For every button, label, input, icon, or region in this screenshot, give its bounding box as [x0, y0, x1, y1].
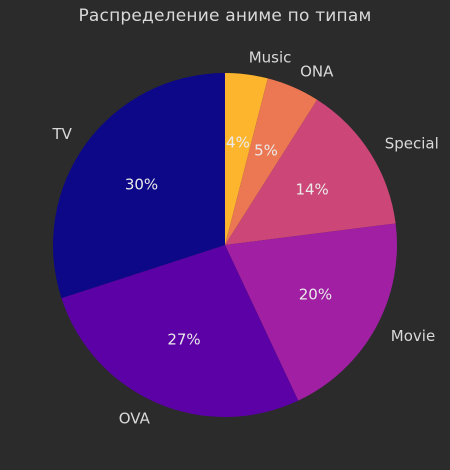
- pie-slice-tv: [53, 73, 226, 299]
- pie-percent-label-tv: 30%: [125, 175, 158, 193]
- pie-percent-label-music: 4%: [226, 134, 250, 152]
- pie-percent-label-ona: 5%: [254, 141, 278, 159]
- pie-category-label-ova: OVA: [119, 410, 151, 428]
- pie-slice-special: [225, 99, 396, 245]
- pie-percent-label-special: 14%: [295, 181, 328, 199]
- pie-labels: 4% Music 5% ONA 14% Special 20% Movie 27% OVA 30% T…: [51, 48, 438, 427]
- chart-title: Распределение аниме по типам: [78, 6, 372, 26]
- pie-percent-label-ova: 27%: [167, 331, 200, 349]
- pie-category-label-ona: ONA: [300, 62, 334, 80]
- pie-slice-music: [225, 73, 268, 245]
- pie-percent-label-movie: 20%: [299, 286, 332, 304]
- pie-category-label-tv: TV: [51, 125, 72, 143]
- pie-category-label-special: Special: [385, 135, 439, 153]
- pie-slice-ova: [61, 245, 299, 417]
- pie-slice-ona: [225, 78, 318, 246]
- pie-slices: [53, 73, 397, 417]
- pie-category-label-music: Music: [249, 48, 292, 66]
- pie-slice-movie: [225, 223, 397, 401]
- pie-category-label-movie: Movie: [391, 327, 435, 345]
